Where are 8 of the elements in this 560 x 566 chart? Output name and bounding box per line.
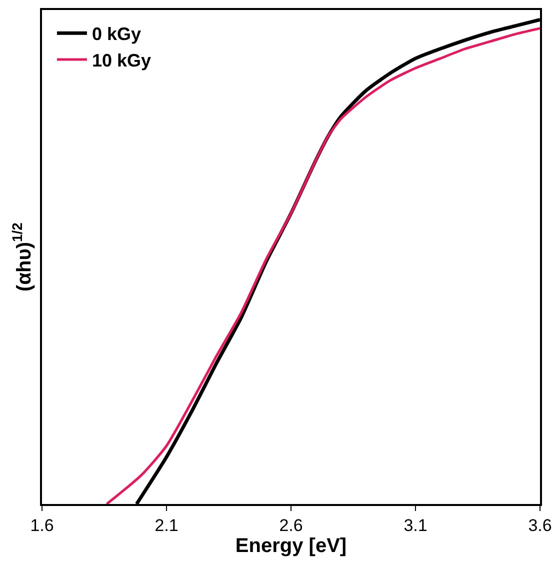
legend-label: 10 kGy	[92, 50, 152, 71]
x-tick-label: 3.6	[528, 516, 552, 536]
x-tick-label: 2.6	[279, 516, 303, 536]
x-tick-label: 2.1	[154, 516, 178, 536]
x-tick-label: 1.6	[30, 516, 54, 536]
x-axis-title: Energy [eV]	[235, 535, 347, 558]
legend-label: 0 kGy	[92, 24, 142, 44]
x-tick-label: 3.1	[404, 516, 428, 536]
